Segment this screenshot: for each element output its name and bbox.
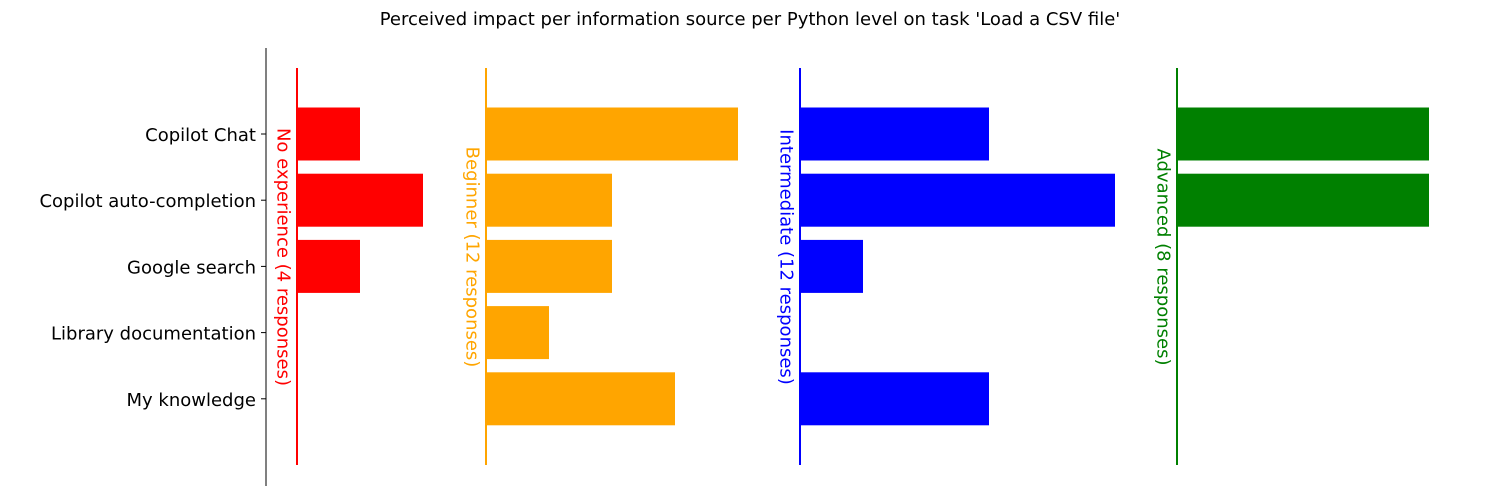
series-label: No experience (4 responses)	[273, 128, 294, 386]
series-label: Advanced (8 responses)	[1153, 149, 1174, 366]
bar	[297, 173, 423, 227]
series-group: Beginner (12 responses)	[462, 68, 738, 465]
y-tick-label: Copilot Chat	[145, 125, 256, 146]
bar	[800, 372, 989, 426]
series-groups: No experience (4 responses) Beginner (12 …	[273, 68, 1429, 465]
bar	[1177, 107, 1429, 161]
series-group: No experience (4 responses)	[273, 68, 423, 465]
y-tick-label: Copilot auto-completion	[39, 191, 256, 212]
series-label: Intermediate (12 responses)	[776, 129, 797, 385]
bar	[800, 107, 989, 161]
y-tick-label: Google search	[127, 257, 256, 278]
y-axis-ticks: Copilot Chat Copilot auto-completion Googl…	[39, 125, 266, 411]
bar	[486, 107, 738, 161]
series-group: Advanced (8 responses)	[1153, 68, 1429, 465]
chart-title: Perceived impact per information source …	[380, 9, 1121, 30]
bar	[800, 173, 1115, 227]
bar	[800, 239, 863, 293]
series-label: Beginner (12 responses)	[462, 147, 483, 368]
bar	[486, 239, 612, 293]
y-tick-label: Library documentation	[51, 324, 256, 345]
y-tick-label: My knowledge	[127, 390, 256, 411]
bar	[1177, 173, 1429, 227]
bar	[486, 173, 612, 227]
bar	[297, 239, 360, 293]
bar	[486, 306, 549, 360]
series-group: Intermediate (12 responses)	[776, 68, 1115, 465]
bar	[486, 372, 675, 426]
bar	[297, 107, 360, 161]
